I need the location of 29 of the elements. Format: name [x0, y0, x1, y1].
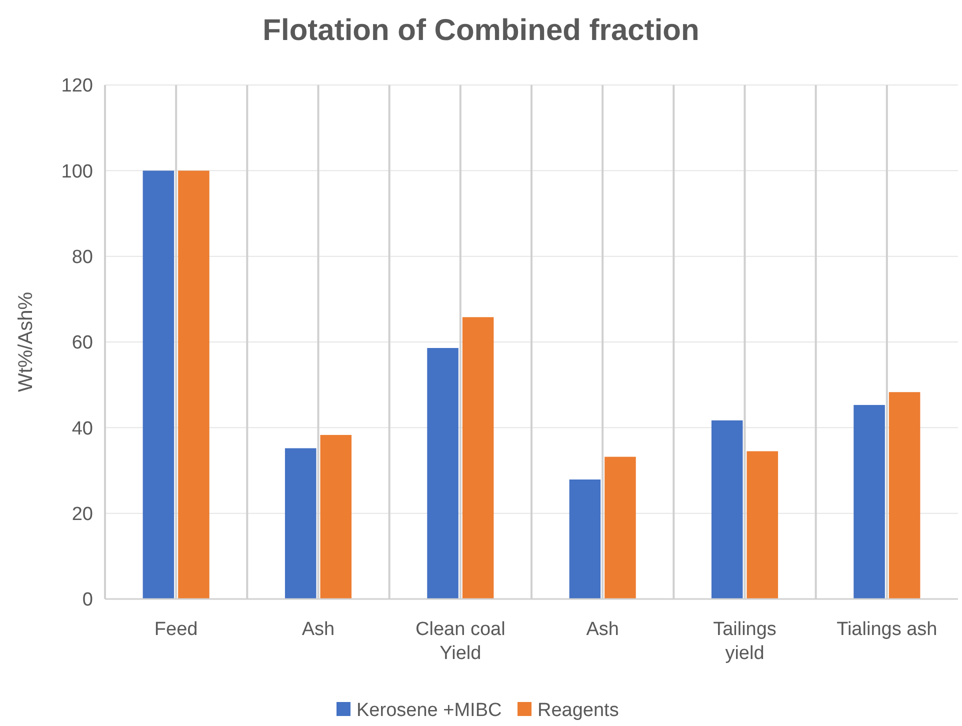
x-tick-label: Tialings ash — [836, 619, 938, 640]
legend-label: Reagents — [538, 700, 619, 721]
x-tick-label: Clean coal Yield — [416, 619, 506, 664]
x-tick-label: Ash — [586, 619, 619, 640]
bar — [462, 317, 494, 599]
y-tick-label: 100 — [61, 161, 93, 182]
x-tick-label: Feed — [154, 619, 198, 640]
y-tick-label: 0 — [82, 590, 93, 611]
y-tick-label: 60 — [72, 332, 93, 354]
bar — [604, 456, 636, 599]
legend-label: Kerosene +MIBC — [356, 700, 502, 721]
bar — [854, 404, 885, 599]
bar — [746, 451, 778, 599]
chart-title: Flotation of Combined fraction — [262, 14, 700, 47]
y-tick-label: 120 — [61, 76, 93, 97]
y-tick-label: 80 — [72, 246, 93, 268]
bar — [178, 170, 210, 599]
y-axis-title: Wt%/Ash% — [15, 292, 37, 392]
bar — [427, 348, 458, 599]
bar — [284, 448, 316, 599]
bar — [569, 479, 601, 599]
x-tick-label: Ash — [302, 619, 335, 640]
bar — [320, 434, 352, 599]
bar — [711, 420, 743, 599]
bar — [142, 170, 174, 599]
x-tick-label: Tailings yield — [713, 619, 776, 664]
y-tick-label: 20 — [72, 504, 93, 525]
y-tick-label: 40 — [72, 418, 93, 440]
bar — [888, 392, 920, 599]
